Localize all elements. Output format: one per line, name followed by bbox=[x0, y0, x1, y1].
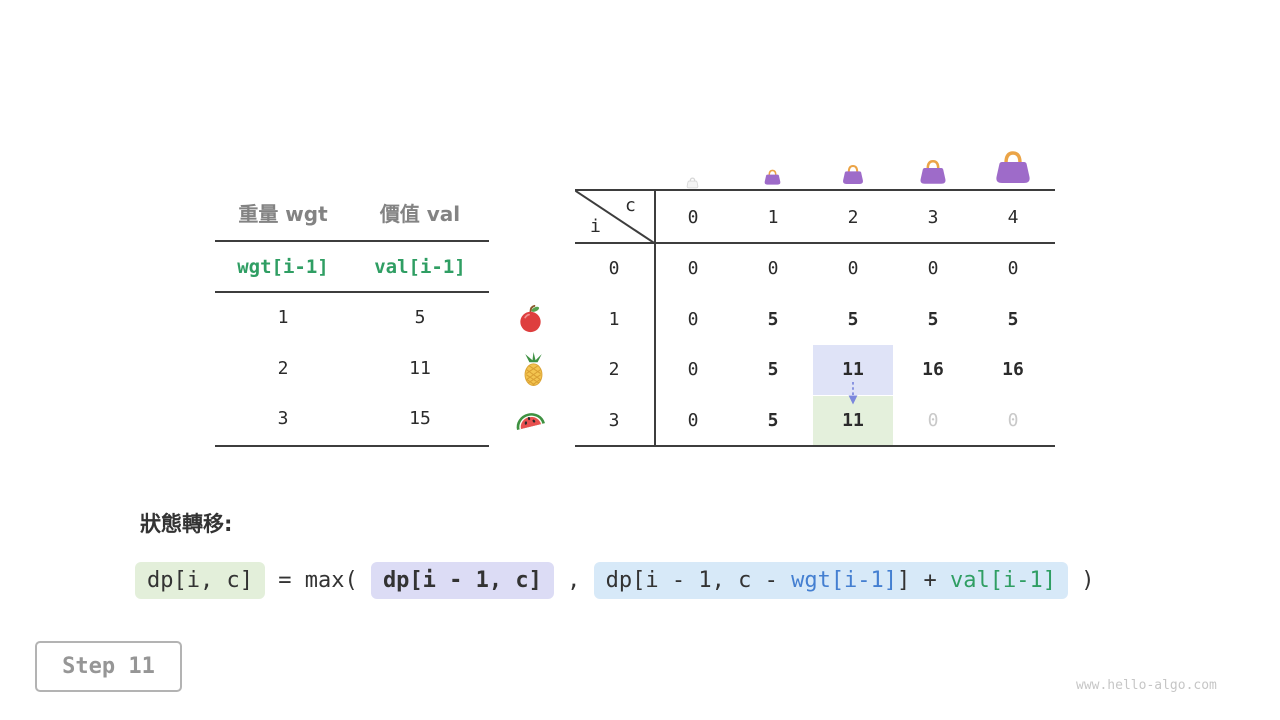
formula-op: = max( bbox=[264, 567, 371, 593]
dp-col-header-4: 4 bbox=[1007, 207, 1019, 228]
item-row-3-val: 15 bbox=[409, 408, 431, 429]
dp-row-label-2: 2 bbox=[608, 359, 620, 380]
dp-cell-0-1: 0 bbox=[767, 258, 779, 279]
items-table-line-bottom bbox=[215, 445, 489, 447]
item-row-2-wgt: 2 bbox=[277, 358, 289, 379]
dp-table-line-top bbox=[575, 189, 1055, 191]
bag-small-icon bbox=[763, 169, 782, 190]
item-row-3-wgt: 3 bbox=[277, 408, 289, 429]
bag-medium-icon bbox=[841, 164, 865, 190]
dp-cell-2-3: 16 bbox=[922, 359, 944, 380]
transition-arrow-icon bbox=[845, 381, 861, 411]
dp-cell-0-3: 0 bbox=[927, 258, 939, 279]
formula-keep-box: dp[i - 1, c] bbox=[370, 561, 554, 599]
dp-cell-3-3: 0 bbox=[927, 410, 939, 431]
transition-label: 狀態轉移: bbox=[140, 512, 233, 536]
formula-take-val: val[i-1] bbox=[950, 567, 1056, 593]
dp-col-header-0: 0 bbox=[687, 207, 699, 228]
pineapple-icon bbox=[517, 351, 550, 392]
item-row-2-val: 11 bbox=[409, 358, 431, 379]
formula-take-mid: ] + bbox=[897, 567, 951, 593]
watermelon-icon bbox=[513, 406, 548, 443]
dp-table-line-header bbox=[575, 242, 1055, 244]
dp-cell-0-2: 0 bbox=[847, 258, 859, 279]
dp-cell-2-4: 16 bbox=[1002, 359, 1024, 380]
items-col-header-wgt: 重量 wgt bbox=[238, 202, 328, 226]
dp-cell-1-3: 5 bbox=[927, 309, 939, 330]
dp-cell-3-2: 11 bbox=[842, 410, 864, 431]
formula-close: ) bbox=[1068, 567, 1095, 593]
item-row-1-val: 5 bbox=[414, 307, 426, 328]
step-indicator: Step 11 bbox=[35, 641, 182, 692]
bag-large-icon bbox=[918, 159, 948, 190]
dp-cell-3-1: 5 bbox=[767, 410, 779, 431]
dp-table-line-bottom bbox=[575, 445, 1055, 447]
step-indicator-label: Step 11 bbox=[62, 654, 155, 679]
items-col-header-val: 價值 val bbox=[379, 202, 461, 226]
dp-cell-2-0: 0 bbox=[687, 359, 699, 380]
bag-xlarge-icon bbox=[993, 150, 1033, 190]
dp-row-label-0: 0 bbox=[608, 258, 620, 279]
dp-table-line-vertical bbox=[654, 189, 656, 446]
dp-cell-2-1: 5 bbox=[767, 359, 779, 380]
dp-cell-2-2: 11 bbox=[842, 359, 864, 380]
dp-col-header-3: 3 bbox=[927, 207, 939, 228]
item-row-1-wgt: 1 bbox=[277, 307, 289, 328]
bag-empty-icon bbox=[686, 174, 699, 193]
dp-cell-0-4: 0 bbox=[1007, 258, 1019, 279]
formula-lhs-box: dp[i, c] bbox=[135, 561, 265, 599]
formula-comma: , bbox=[553, 567, 594, 593]
watermark: www.hello-algo.com bbox=[1076, 678, 1217, 693]
dp-corner-label-i: i bbox=[590, 216, 601, 237]
dp-cell-1-2: 5 bbox=[847, 309, 859, 330]
apple-icon bbox=[515, 303, 546, 338]
items-table-line-mid bbox=[215, 291, 489, 293]
transition-formula: dp[i, c] = max( dp[i - 1, c] , dp[i - 1,… bbox=[135, 557, 1095, 603]
dp-cell-3-4: 0 bbox=[1007, 410, 1019, 431]
dp-corner-diagonal bbox=[575, 190, 657, 245]
dp-highlight-source-cell bbox=[813, 345, 893, 395]
items-table-line-top bbox=[215, 240, 489, 242]
dp-cell-3-0: 0 bbox=[687, 410, 699, 431]
dp-cell-1-0: 0 bbox=[687, 309, 699, 330]
items-formula-wgt: wgt[i-1] bbox=[237, 256, 329, 278]
dp-cell-0-0: 0 bbox=[687, 258, 699, 279]
dp-row-label-3: 3 bbox=[608, 410, 620, 431]
dp-cell-1-4: 5 bbox=[1007, 309, 1019, 330]
formula-take-wgt: wgt[i-1] bbox=[791, 567, 898, 593]
dp-col-header-1: 1 bbox=[767, 207, 779, 228]
formula-take-box: dp[i - 1, c - wgt[i-1] ] + val[i-1] bbox=[593, 561, 1068, 599]
dp-col-header-2: 2 bbox=[847, 207, 859, 228]
formula-take-prefix: dp[i - 1, c - bbox=[605, 567, 792, 593]
items-formula-val: val[i-1] bbox=[374, 256, 466, 278]
dp-corner-label-c: c bbox=[625, 195, 636, 216]
dp-row-label-1: 1 bbox=[608, 309, 620, 330]
dp-cell-1-1: 5 bbox=[767, 309, 779, 330]
